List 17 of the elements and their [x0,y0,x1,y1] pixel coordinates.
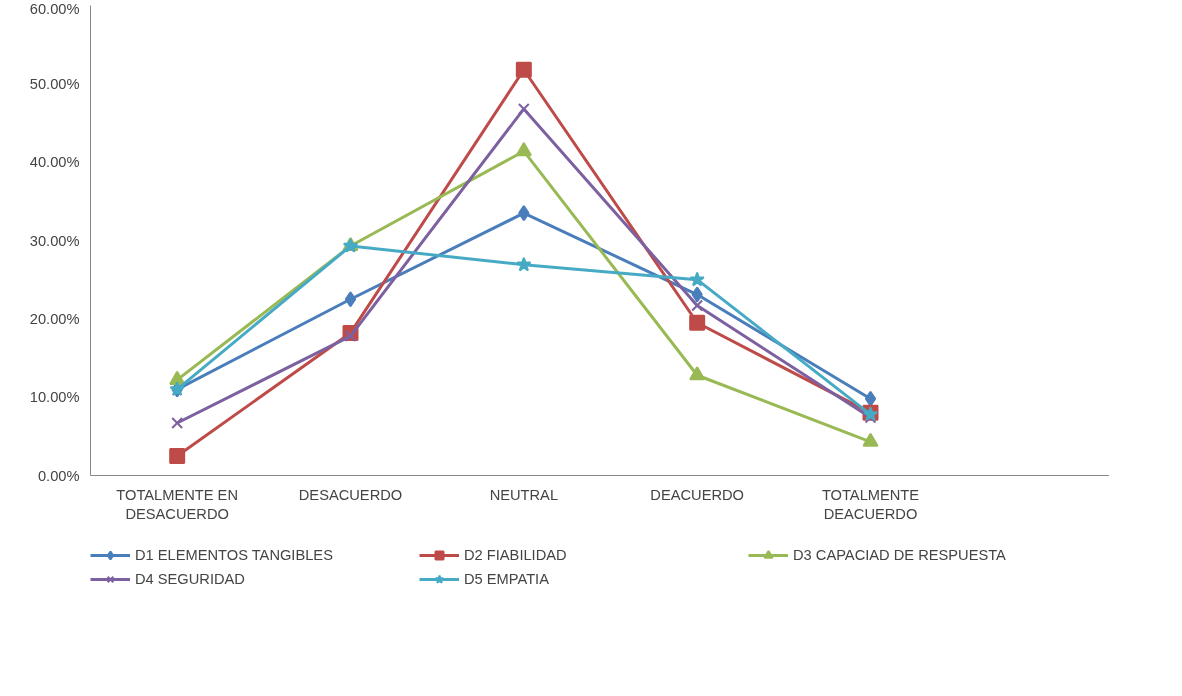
legend-label: D1 ELEMENTOS TANGIBLES [135,547,334,563]
legend-label: D2 FIABILIDAD [464,547,568,563]
y-tick-label: 20.00% [29,310,80,327]
x-tick-label: DESACUERDO [298,486,403,503]
y-tick-label: 40.00% [29,154,80,171]
legend-label: D3 CAPACIAD DE RESPUESTA [793,547,1007,563]
x-tick-label: TOTALMENTE DEACUERDO [821,486,920,522]
x-tick-label: TOTALMENTE EN DESACUERDO [116,486,238,522]
x-tick-label: DEACUERDO [650,486,744,503]
y-tick-label: 10.00% [29,389,80,406]
legend-label: D5 EMPATIA [464,571,550,587]
y-tick-label: 30.00% [29,232,80,249]
y-tick-label: 50.00% [29,75,80,92]
y-tick-label: 60.00% [29,0,80,17]
legend-label: D4 SEGURIDAD [135,571,246,587]
y-tick-label: 0.00% [37,467,80,484]
x-tick-label: NEUTRAL [489,486,559,503]
